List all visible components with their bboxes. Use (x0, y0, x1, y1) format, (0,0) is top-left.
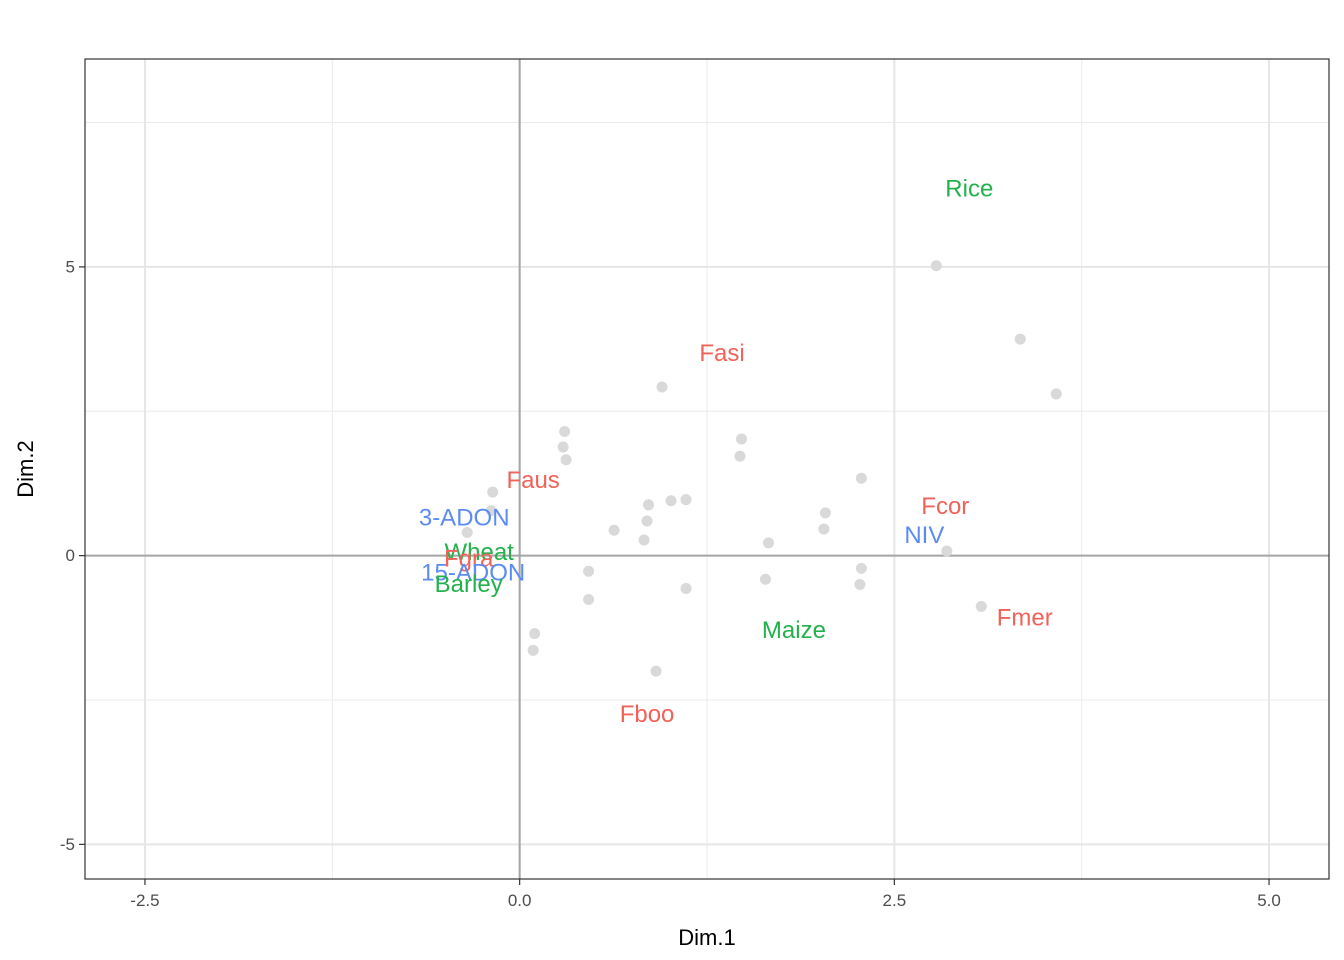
point-label-crops: Rice (945, 175, 993, 202)
data-point (975, 600, 987, 612)
point-label-species: Faus (506, 467, 559, 494)
data-point (527, 644, 539, 656)
y-tick-label: -5 (60, 835, 75, 854)
data-point (461, 527, 473, 539)
y-axis-title: Dim.2 (13, 440, 38, 497)
data-point (485, 505, 497, 517)
x-axis-title: Dim.1 (678, 925, 735, 950)
point-label-species: Fmer (997, 604, 1053, 631)
data-point (930, 260, 942, 272)
data-point (854, 578, 866, 590)
data-point (650, 665, 662, 677)
point-label-species: Fasi (699, 340, 744, 367)
y-tick-label: 5 (66, 257, 75, 276)
point-label-species: Fboo (620, 701, 675, 728)
x-tick-label: -2.5 (130, 891, 159, 910)
data-point (735, 433, 747, 445)
point-label-crops: Maize (762, 617, 826, 644)
data-point (680, 583, 692, 595)
data-point (583, 565, 595, 577)
data-point (557, 441, 569, 453)
data-point (583, 594, 595, 606)
reference-lines (85, 59, 1329, 879)
data-point (656, 381, 668, 393)
data-points (461, 260, 1062, 677)
y-tick-label: 0 (66, 546, 75, 565)
point-label-toxins: 15-ADON (421, 559, 525, 586)
data-point (1014, 333, 1026, 345)
data-point (608, 524, 620, 536)
data-point (855, 562, 867, 574)
data-point (487, 486, 499, 498)
x-axis-ticks: -2.5 0.0 2.5 5.0 (130, 879, 1281, 910)
data-point (818, 523, 830, 535)
point-label-toxins: NIV (904, 522, 944, 549)
data-point (560, 454, 572, 466)
minor-gridlines (85, 59, 1329, 879)
data-point (680, 494, 692, 506)
data-point (855, 472, 867, 484)
point-label-species: Fcor (921, 493, 969, 520)
x-tick-label: 0.0 (508, 891, 532, 910)
data-point (819, 507, 831, 519)
y-axis-ticks: -5 0 5 (60, 257, 85, 854)
point-label-toxins: 3-ADON (419, 505, 510, 532)
data-point (762, 537, 774, 549)
point-label-crops: Barley (435, 571, 503, 598)
data-point (665, 495, 677, 507)
point-label-crops: Wheat (444, 539, 514, 566)
data-point (643, 499, 655, 511)
point-label-species: Fgra (444, 546, 494, 573)
data-point (638, 534, 650, 546)
data-point (529, 628, 541, 640)
data-point (941, 545, 953, 557)
plot-panel-border (84, 58, 1330, 880)
x-tick-label: 2.5 (883, 891, 907, 910)
data-point (559, 425, 571, 437)
point-labels: Rice Fasi Faus Fcor 3-ADON NIV WheatFgra15-ADO… (419, 175, 1053, 727)
data-point (734, 450, 746, 462)
data-point (641, 515, 653, 527)
data-point (1050, 388, 1062, 400)
data-point (759, 573, 771, 585)
x-tick-label: 5.0 (1257, 891, 1281, 910)
